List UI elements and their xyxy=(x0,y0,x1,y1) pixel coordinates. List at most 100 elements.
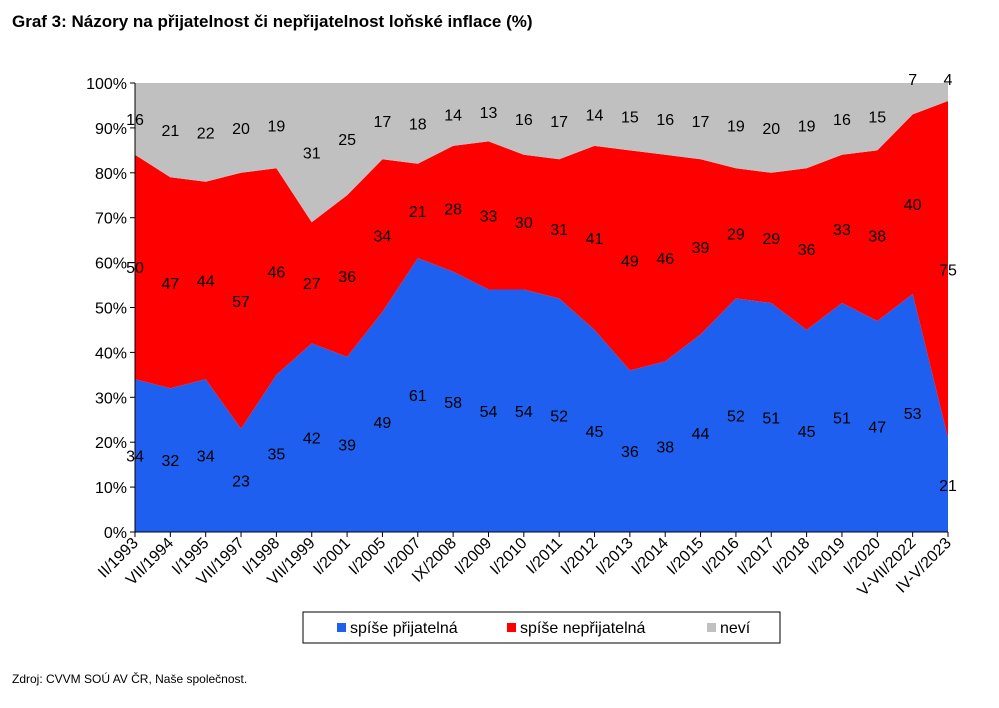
data-label: 54 xyxy=(480,404,498,421)
data-label: 75 xyxy=(939,262,957,279)
x-tick-label: I/2005 xyxy=(346,535,390,579)
legend: spíše přijatelná spíše nepřijatelná neví xyxy=(302,611,781,644)
data-label: 57 xyxy=(232,294,250,311)
y-tick-label: 70% xyxy=(95,211,127,228)
data-label: 18 xyxy=(409,116,427,133)
data-label: 31 xyxy=(303,146,321,163)
y-tick-label: 40% xyxy=(95,345,127,362)
x-tick-label: I/2015 xyxy=(664,535,708,579)
data-label: 36 xyxy=(798,242,816,259)
data-label: 31 xyxy=(550,222,568,239)
legend-entry: spíše přijatelná xyxy=(350,620,458,637)
x-tick-label: I/2019 xyxy=(805,535,849,579)
data-label: 13 xyxy=(480,105,498,122)
y-tick-label: 90% xyxy=(95,121,127,138)
data-label: 51 xyxy=(833,411,851,428)
legend-swatch xyxy=(707,623,716,632)
data-label: 33 xyxy=(833,222,851,239)
data-label: 41 xyxy=(586,231,604,248)
data-label: 53 xyxy=(904,406,922,423)
y-tick-label: 0% xyxy=(104,525,127,542)
data-label: 30 xyxy=(515,215,533,232)
y-tick-label: 50% xyxy=(95,301,127,318)
data-label: 15 xyxy=(621,110,639,127)
data-label: 4 xyxy=(944,72,953,89)
data-label: 32 xyxy=(161,453,179,470)
data-label: 38 xyxy=(868,229,886,246)
data-label: 47 xyxy=(161,276,179,293)
data-label: 44 xyxy=(692,426,710,443)
x-tick-label: I/2016 xyxy=(699,535,743,579)
chart-title: Graf 3: Názory na přijatelnost či nepřij… xyxy=(12,12,533,31)
data-label: 34 xyxy=(126,449,144,466)
data-label: 52 xyxy=(727,408,745,425)
data-label: 19 xyxy=(267,119,285,136)
y-tick-label: 20% xyxy=(95,435,127,452)
x-tick-label: I/2009 xyxy=(452,535,496,579)
data-label: 52 xyxy=(550,408,568,425)
data-label: 54 xyxy=(515,404,533,421)
y-tick-label: 30% xyxy=(95,390,127,407)
data-label: 50 xyxy=(126,260,144,277)
x-tick-label: I/2017 xyxy=(735,535,779,579)
data-label: 45 xyxy=(798,424,816,441)
x-tick-label: I/2001 xyxy=(310,535,354,579)
data-label: 49 xyxy=(621,253,639,270)
legend-swatch xyxy=(507,623,516,632)
data-label: 23 xyxy=(232,473,250,490)
legend-swatch xyxy=(337,623,346,632)
data-label: 21 xyxy=(409,204,427,221)
data-label: 40 xyxy=(904,197,922,214)
y-tick-label: 60% xyxy=(95,256,127,273)
data-label: 20 xyxy=(762,121,780,138)
data-label: 39 xyxy=(338,437,356,454)
area-series-1 xyxy=(135,258,948,532)
data-label: 35 xyxy=(267,446,285,463)
data-label: 16 xyxy=(833,112,851,129)
data-label: 19 xyxy=(727,119,745,136)
legend-entry: neví xyxy=(720,620,751,637)
source-note: Zdroj: CVVM SOÚ AV ČR, Naše společnost. xyxy=(12,672,248,686)
x-tick-label: I/2018 xyxy=(770,535,814,579)
data-label: 22 xyxy=(197,125,215,142)
data-label: 33 xyxy=(480,208,498,225)
data-label: 20 xyxy=(232,121,250,138)
data-label: 21 xyxy=(939,478,957,495)
data-label: 34 xyxy=(197,449,215,466)
data-label: 15 xyxy=(868,110,886,127)
data-label: 25 xyxy=(338,132,356,149)
area-series-2 xyxy=(135,101,948,438)
data-label: 44 xyxy=(197,274,215,291)
data-label: 29 xyxy=(762,231,780,248)
data-label: 19 xyxy=(798,119,816,136)
data-label: 39 xyxy=(692,240,710,257)
data-label: 42 xyxy=(303,431,321,448)
data-label: 58 xyxy=(444,395,462,412)
data-label: 16 xyxy=(515,112,533,129)
data-labels-layer: 34 32 34 23 35 42 39 49 61 58 54 54 52 45 36 38 44 52 51 4 5… xyxy=(126,72,957,495)
x-tick-label: I/2013 xyxy=(593,535,637,579)
data-label: 17 xyxy=(374,114,392,131)
data-label: 27 xyxy=(303,276,321,293)
data-label: 46 xyxy=(267,265,285,282)
data-label: 28 xyxy=(444,202,462,219)
data-label: 16 xyxy=(656,112,674,129)
data-label: 21 xyxy=(161,123,179,140)
data-label: 36 xyxy=(621,444,639,461)
data-label: 14 xyxy=(444,107,462,124)
data-label: 36 xyxy=(338,269,356,286)
data-label: 61 xyxy=(409,388,427,405)
data-label: 17 xyxy=(550,114,568,131)
x-tick-label: I/2012 xyxy=(558,535,602,579)
legend-box xyxy=(302,611,781,644)
y-tick-label: 10% xyxy=(95,480,127,497)
x-tick-label: I/2010 xyxy=(487,535,531,579)
x-tick-label: I/2014 xyxy=(629,535,673,579)
data-label: 34 xyxy=(374,229,392,246)
data-label: 14 xyxy=(586,107,604,124)
data-label: 51 xyxy=(762,411,780,428)
area-layer xyxy=(135,83,948,532)
y-tick-label: 80% xyxy=(95,166,127,183)
x-tick-label: I/2011 xyxy=(523,535,566,578)
